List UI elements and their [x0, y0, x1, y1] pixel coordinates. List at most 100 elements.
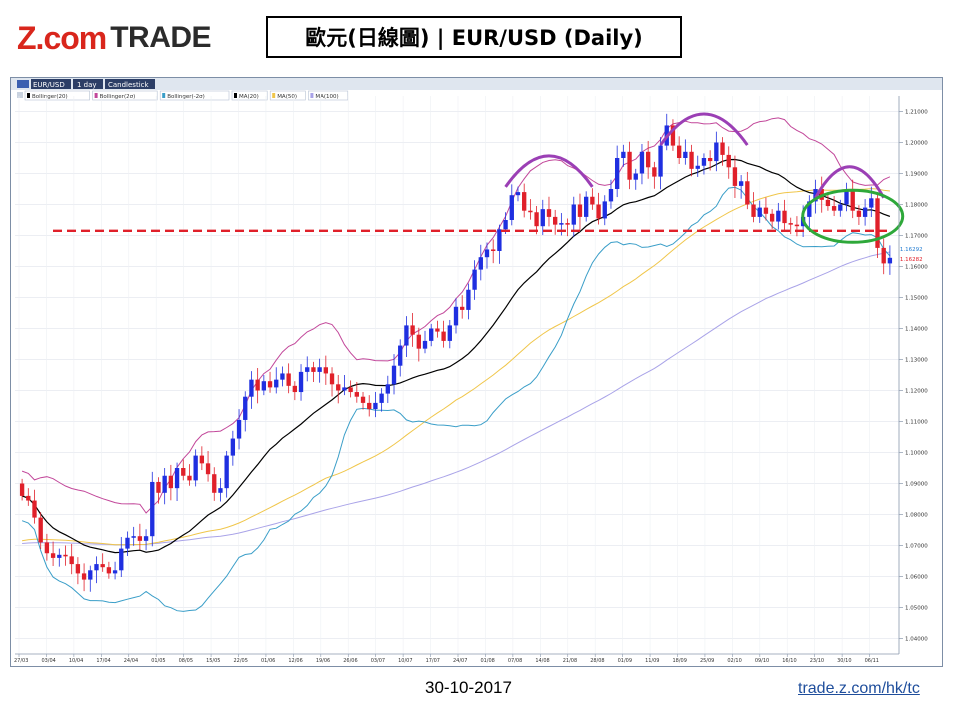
- candle-body: [230, 438, 236, 456]
- y-tick-label: 1.15000: [905, 296, 928, 302]
- legend-expand-icon: [17, 92, 23, 98]
- chart-style-label: Candlestick: [108, 81, 149, 89]
- candle-body: [311, 367, 316, 372]
- candle-body: [106, 567, 112, 574]
- candle-body: [174, 468, 180, 489]
- x-tick-label: 21/08: [563, 658, 577, 664]
- chart-style-tab[interactable]: [105, 79, 155, 89]
- candle-body: [707, 158, 713, 162]
- chart-annotations: [53, 112, 905, 244]
- candle-body: [769, 213, 775, 222]
- candle-body: [484, 249, 490, 258]
- chart-grid: [15, 96, 899, 654]
- x-tick-label: 07/08: [508, 658, 522, 664]
- candle-body: [838, 204, 843, 211]
- x-tick-label: 01/06: [261, 658, 275, 664]
- candle-body: [689, 151, 694, 169]
- legend-item-box: [269, 90, 306, 101]
- candle-body: [274, 379, 279, 388]
- candle-body: [429, 328, 434, 341]
- candle-body: [751, 204, 756, 217]
- head-shoulders-arc: [814, 165, 886, 199]
- x-tick-label: 22/05: [234, 658, 248, 664]
- last-price-tag-red: 1.16282: [900, 257, 923, 263]
- candle-body: [881, 247, 886, 264]
- x-tick-label: 01/05: [151, 658, 165, 664]
- x-tick-label: 23/10: [810, 658, 824, 664]
- candle-body: [410, 325, 415, 335]
- logo-trade-text: TRADE: [110, 21, 212, 54]
- legend-item-box: [24, 90, 90, 101]
- x-tick-label: 10/04: [69, 658, 83, 664]
- candle-body: [862, 207, 868, 217]
- candle-body: [156, 481, 161, 493]
- x-tick-label: 18/09: [673, 658, 687, 664]
- legend-item-box: [231, 90, 268, 101]
- candle-body: [261, 381, 267, 391]
- x-tick-label: 30/10: [837, 658, 851, 664]
- candle-body: [559, 223, 564, 225]
- candle-body: [422, 340, 428, 349]
- candle-body: [726, 154, 731, 168]
- period-tab[interactable]: [73, 79, 103, 89]
- candle-body: [94, 564, 99, 571]
- candle-body: [44, 542, 50, 554]
- y-tick-label: 1.09000: [905, 482, 928, 488]
- x-tick-label: 03/07: [371, 658, 385, 664]
- candle-body: [571, 204, 576, 225]
- x-tick-label: 24/07: [453, 658, 467, 664]
- legend-item-label: MA(50): [277, 94, 297, 100]
- legend-item-label: Bollinger(2σ): [100, 94, 136, 100]
- legend-item-box: [92, 90, 158, 101]
- highlight-circle: [801, 188, 905, 244]
- candle-body: [522, 192, 527, 211]
- candle-body: [794, 224, 800, 227]
- candle-body: [187, 475, 192, 481]
- chart-frame: EUR/USD 1 day Candlestick Bollinger(20) B…: [10, 77, 943, 667]
- candle-body: [497, 229, 502, 251]
- toolbar-background: [11, 78, 942, 90]
- legend-swatch: [272, 93, 276, 98]
- candle-body: [683, 151, 688, 158]
- candle-body: [143, 536, 149, 541]
- x-tick-label: 17/04: [96, 658, 110, 664]
- candle-body: [379, 393, 384, 403]
- candle-body: [453, 306, 459, 326]
- legend-swatch: [27, 93, 30, 98]
- candle-body: [658, 145, 663, 177]
- candle-body: [125, 537, 130, 549]
- legend-item-box: [308, 90, 349, 101]
- candle-body: [50, 553, 56, 558]
- candle-body: [528, 210, 533, 213]
- candle-body: [825, 199, 831, 207]
- candle-body: [553, 216, 558, 225]
- symbol-label: EUR/USD: [33, 81, 65, 89]
- candle-body: [193, 455, 198, 481]
- candle-body: [150, 481, 155, 537]
- footer-url-link[interactable]: trade.z.com/hk/tc: [798, 680, 920, 697]
- symbol-tab[interactable]: [31, 79, 71, 89]
- candle-body: [286, 373, 291, 386]
- candle-body: [850, 190, 855, 211]
- y-tick-label: 1.07000: [905, 544, 928, 550]
- x-tick-label: 28/08: [590, 658, 604, 664]
- candle-body: [323, 367, 328, 374]
- legend-swatch: [94, 93, 98, 98]
- x-tick-label: 25/09: [700, 658, 714, 664]
- candle-body: [478, 257, 483, 270]
- candle-body: [645, 151, 651, 168]
- candle-body: [199, 455, 205, 464]
- candle-body: [807, 201, 812, 217]
- candle-body: [354, 392, 359, 397]
- candle-body: [856, 210, 862, 217]
- candle-body: [460, 306, 465, 310]
- candle-body: [670, 125, 676, 146]
- x-tick-label: 14/08: [535, 658, 549, 664]
- last-price-tag-blue: 1.16292: [900, 247, 923, 253]
- candle-body: [298, 371, 304, 393]
- candle-body: [137, 536, 143, 541]
- indicator-legend: Bollinger(20) Bollinger(2σ) Bollinger(-2σ)…: [17, 90, 349, 101]
- x-tick-label: 10/07: [398, 658, 412, 664]
- x-tick-label: 06/11: [865, 658, 879, 664]
- candle-body: [633, 173, 638, 180]
